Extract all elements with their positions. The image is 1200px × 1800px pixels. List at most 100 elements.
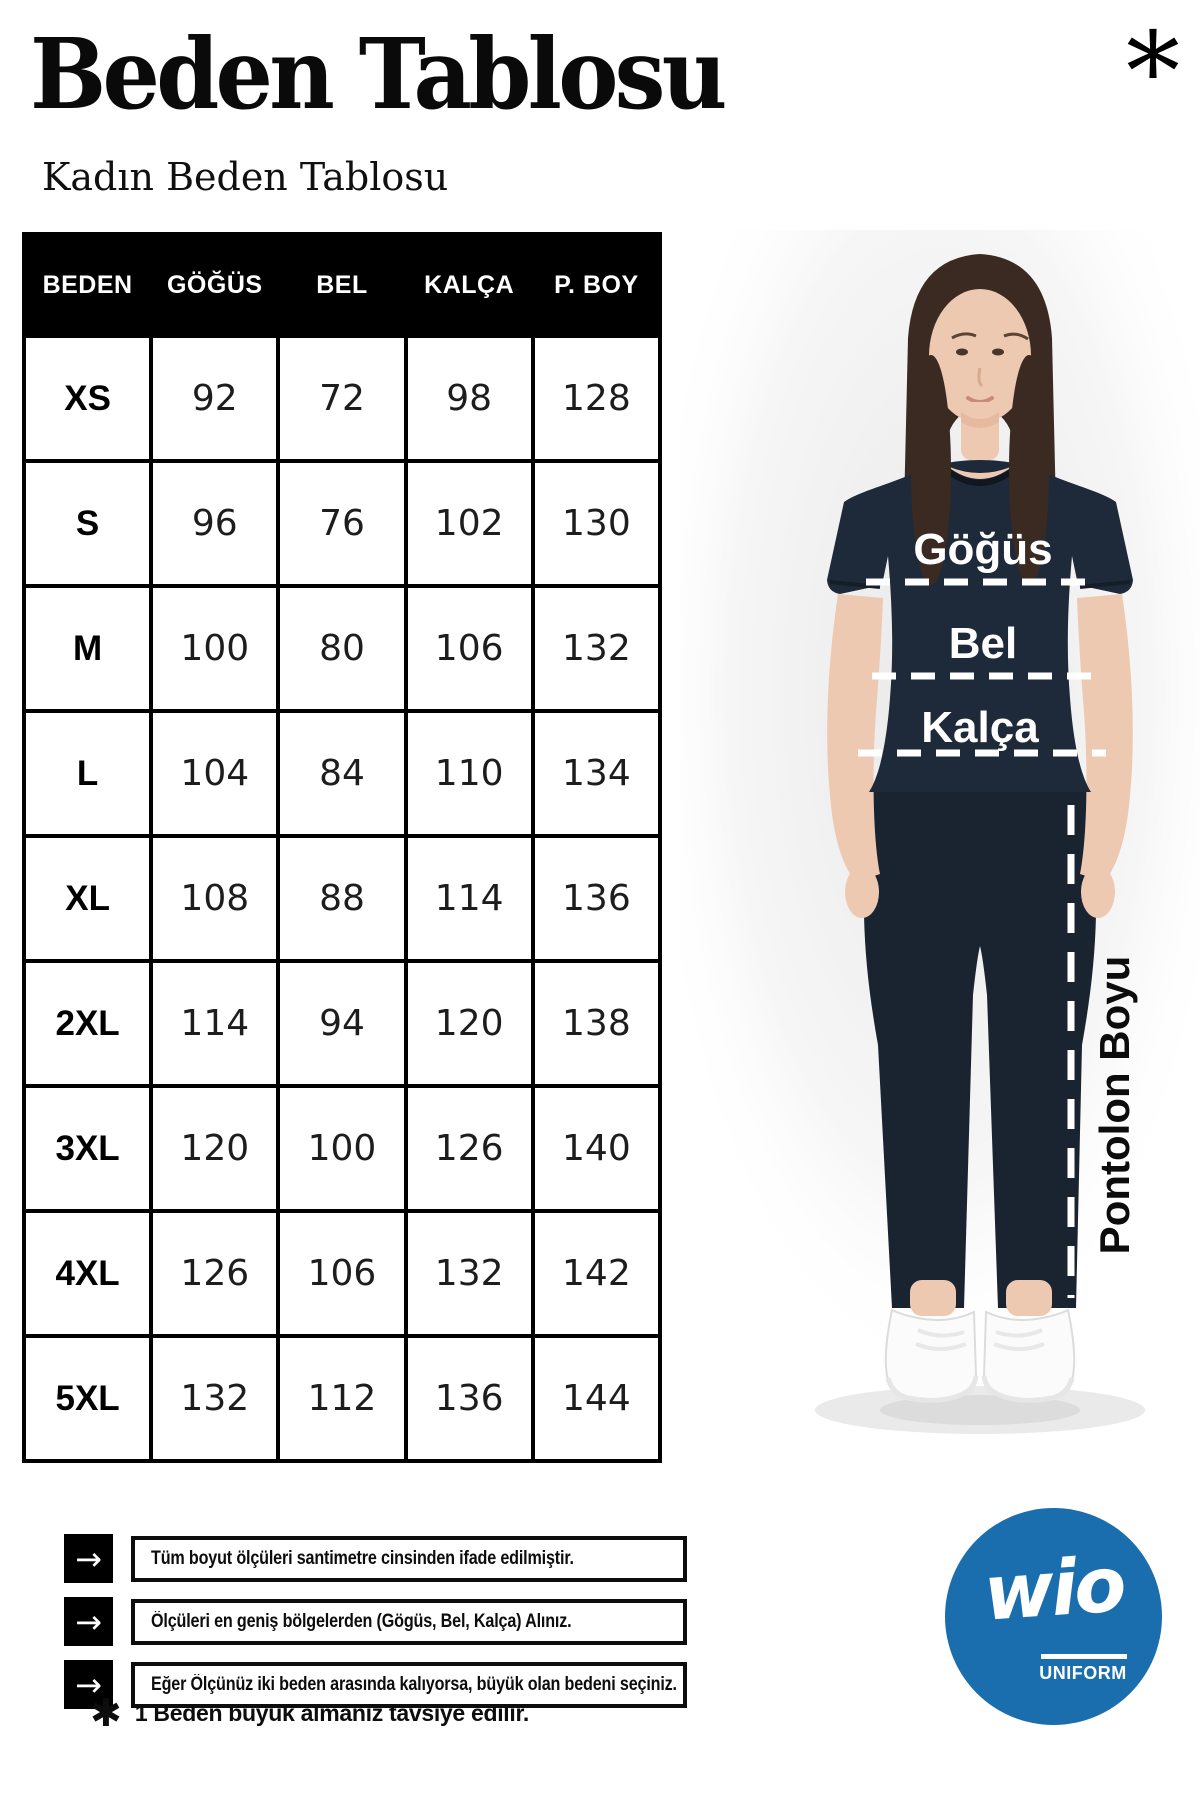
cell-bel: 76 bbox=[276, 459, 408, 588]
col-header-pboy: P. BOY bbox=[530, 232, 663, 338]
cell-pboy: 138 bbox=[530, 959, 663, 1088]
cell-kalca: 126 bbox=[403, 1084, 535, 1213]
col-header-kalca: KALÇA bbox=[403, 232, 535, 338]
page-subtitle: Kadın Beden Tablosu bbox=[42, 155, 449, 199]
footnote-text: 1 Beden büyük almanız tavsiye edilir. bbox=[134, 1699, 529, 1726]
size-table: BEDEN GÖĞÜS BEL KALÇA P. BOY XS 92 72 98… bbox=[21, 232, 663, 1463]
col-header-bel: BEL bbox=[276, 232, 408, 338]
cell-bel: 94 bbox=[276, 959, 408, 1088]
cell-bel: 84 bbox=[276, 709, 408, 838]
cell-gogus: 120 bbox=[149, 1084, 281, 1213]
neckline-rim bbox=[941, 465, 1019, 486]
left-shoe bbox=[884, 1308, 979, 1404]
size-label: 5XL bbox=[21, 1334, 154, 1463]
asterisk-icon: ✱ bbox=[90, 1691, 122, 1735]
note-text: Tüm boyut ölçüleri santimetre cinsinden … bbox=[151, 1547, 574, 1569]
model-neck bbox=[961, 402, 999, 460]
cell-gogus: 132 bbox=[149, 1334, 281, 1463]
cell-pboy: 136 bbox=[530, 834, 663, 963]
cell-pboy: 140 bbox=[530, 1084, 663, 1213]
right-ankle bbox=[1006, 1280, 1052, 1316]
chest-measure-label: Göğüs bbox=[913, 525, 1052, 574]
cell-gogus: 126 bbox=[149, 1209, 281, 1338]
col-header-gogus: GÖĞÜS bbox=[149, 232, 281, 338]
notes-section: → Tüm boyut ölçüleri santimetre cinsinde… bbox=[64, 1534, 687, 1723]
table-row: 5XL 132 112 136 144 bbox=[21, 1334, 663, 1463]
right-shoe bbox=[981, 1308, 1076, 1404]
cell-gogus: 96 bbox=[149, 459, 281, 588]
arrow-right-icon: → bbox=[64, 1534, 113, 1583]
hair-lock-left bbox=[911, 355, 951, 585]
note-box: Ölçüleri en geniş bölgelerden (Gögüs, Be… bbox=[131, 1598, 687, 1645]
hair-lock-right bbox=[1009, 355, 1049, 585]
table-row: M 100 80 106 132 bbox=[21, 584, 663, 713]
arrow-right-icon: → bbox=[64, 1660, 113, 1709]
note-row: → Tüm boyut ölçüleri santimetre cinsinde… bbox=[64, 1534, 687, 1583]
cell-kalca: 98 bbox=[403, 334, 535, 463]
size-label: L bbox=[21, 709, 154, 838]
cell-gogus: 114 bbox=[149, 959, 281, 1088]
cell-pboy: 134 bbox=[530, 709, 663, 838]
cell-pboy: 142 bbox=[530, 1209, 663, 1338]
wio-logo: wio UNIFORM bbox=[945, 1508, 1162, 1725]
cell-kalca: 120 bbox=[403, 959, 535, 1088]
table-row: 2XL 114 94 120 138 bbox=[21, 959, 663, 1088]
logo-tagline: UNIFORM bbox=[1039, 1663, 1127, 1683]
cell-bel: 88 bbox=[276, 834, 408, 963]
sleeve-hems bbox=[829, 580, 1131, 589]
logo-divider bbox=[1041, 1654, 1127, 1659]
right-eye bbox=[992, 348, 1004, 356]
cell-bel: 106 bbox=[276, 1209, 408, 1338]
cell-pboy: 130 bbox=[530, 459, 663, 588]
note-row: → Ölçüleri en geniş bölgelerden (Gögüs, … bbox=[64, 1597, 687, 1646]
table-row: XS 92 72 98 128 bbox=[21, 334, 663, 463]
page-title: Beden Tablosu bbox=[30, 17, 727, 131]
table-row: XL 108 88 114 136 bbox=[21, 834, 663, 963]
cell-kalca: 110 bbox=[403, 709, 535, 838]
cell-kalca: 106 bbox=[403, 584, 535, 713]
cell-gogus: 104 bbox=[149, 709, 281, 838]
cell-kalca: 136 bbox=[403, 1334, 535, 1463]
size-label: 4XL bbox=[21, 1209, 154, 1338]
cell-bel: 100 bbox=[276, 1084, 408, 1213]
cell-bel: 72 bbox=[276, 334, 408, 463]
cell-bel: 112 bbox=[276, 1334, 408, 1463]
neck-shadow bbox=[961, 412, 999, 428]
hip-measure-label: Kalça bbox=[921, 703, 1039, 752]
note-row: → Eğer Ölçünüz iki beden arasında kalıyo… bbox=[64, 1660, 687, 1709]
cell-pboy: 128 bbox=[530, 334, 663, 463]
right-arm bbox=[1077, 594, 1133, 918]
cell-kalca: 114 bbox=[403, 834, 535, 963]
cell-gogus: 100 bbox=[149, 584, 281, 713]
cell-gogus: 92 bbox=[149, 334, 281, 463]
left-eyebrow bbox=[951, 332, 977, 340]
table-row: L 104 84 110 134 bbox=[21, 709, 663, 838]
left-eye bbox=[956, 348, 968, 356]
table-row: S 96 76 102 130 bbox=[21, 459, 663, 588]
note-box: Eğer Ölçünüz iki beden arasında kalıyors… bbox=[131, 1661, 687, 1708]
size-label: XS bbox=[21, 334, 154, 463]
table-header-row: BEDEN GÖĞÜS BEL KALÇA P. BOY bbox=[21, 232, 663, 338]
table-row: 4XL 126 106 132 142 bbox=[21, 1209, 663, 1338]
note-text: Eğer Ölçünüz iki beden arasında kalıyors… bbox=[151, 1673, 677, 1695]
note-text: Ölçüleri en geniş bölgelerden (Gögüs, Be… bbox=[151, 1610, 572, 1632]
cell-bel: 80 bbox=[276, 584, 408, 713]
pant-length-label: Pontolon Boyu bbox=[1091, 956, 1138, 1255]
model-face bbox=[929, 289, 1031, 423]
model-top bbox=[827, 460, 1133, 792]
col-header-beden: BEDEN bbox=[21, 232, 154, 338]
nose bbox=[977, 367, 984, 388]
waist-measure-label: Bel bbox=[949, 619, 1017, 668]
size-label: S bbox=[21, 459, 154, 588]
neckline-skin bbox=[947, 466, 1013, 479]
size-label: 3XL bbox=[21, 1084, 154, 1213]
table-row: 3XL 120 100 126 140 bbox=[21, 1084, 663, 1213]
note-box: Tüm boyut ölçüleri santimetre cinsinden … bbox=[131, 1535, 687, 1582]
cell-pboy: 132 bbox=[530, 584, 663, 713]
left-ankle bbox=[910, 1280, 956, 1316]
size-label: 2XL bbox=[21, 959, 154, 1088]
cell-gogus: 108 bbox=[149, 834, 281, 963]
cell-kalca: 102 bbox=[403, 459, 535, 588]
model-pants bbox=[863, 786, 1097, 1308]
